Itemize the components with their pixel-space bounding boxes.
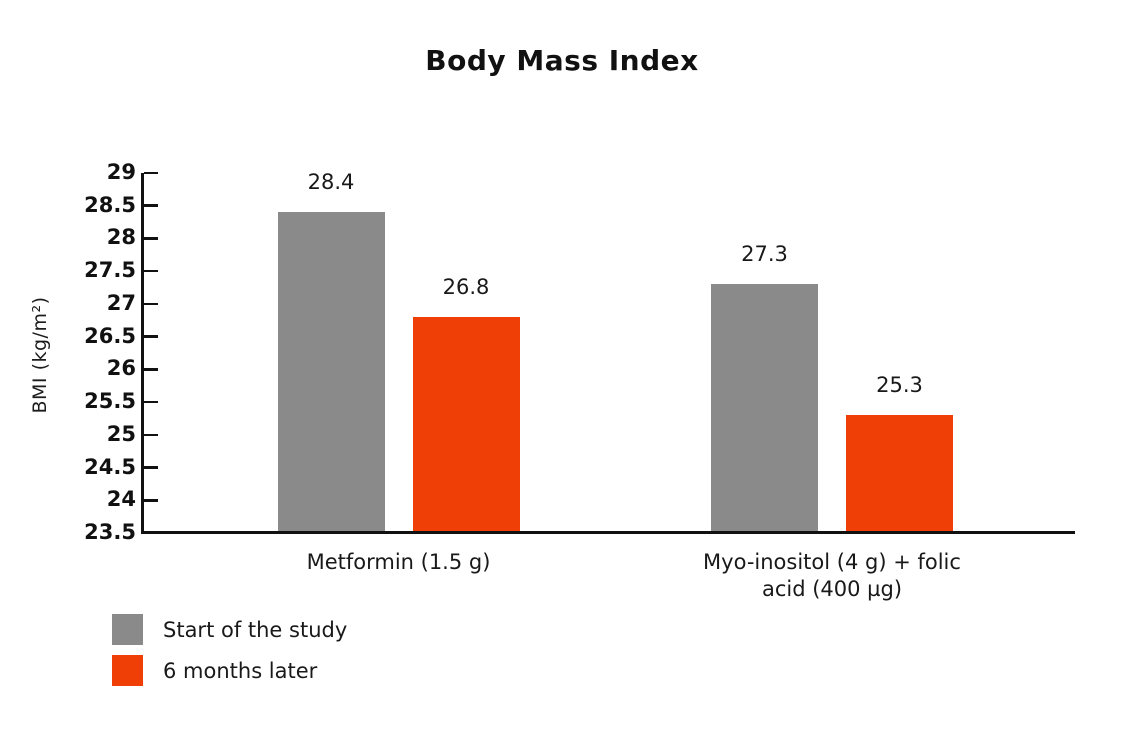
y-tick-mark <box>144 466 158 469</box>
bar-6-months-later-myo-inositol-folic-acid <box>846 415 953 533</box>
bar-6-months-later-metformin <box>412 317 520 533</box>
y-tick-label: 29 <box>106 160 136 184</box>
y-tick-label: 27.5 <box>84 258 136 283</box>
bar-value-label: 27.3 <box>741 242 788 267</box>
y-tick-mark <box>144 400 158 404</box>
y-tick-label: 24 <box>106 487 136 512</box>
y-tick-label: 27 <box>106 290 136 315</box>
legend-item: 6 months later <box>112 655 347 686</box>
bar-start-of-study-myo-inositol-folic-acid <box>711 284 818 533</box>
y-tick-mark <box>144 302 158 306</box>
y-tick-mark <box>144 499 158 502</box>
y-tick-mark <box>144 368 158 371</box>
y-tick-mark <box>144 269 158 273</box>
x-category-label-myo-inositol-folic-acid: Myo-inositol (4 g) + folic acid (400 µg) <box>703 550 961 601</box>
legend-label: Start of the study <box>163 617 348 642</box>
y-tick-label: 28 <box>106 225 136 250</box>
y-tick-mark <box>144 433 158 437</box>
x-category-label-metformin: Metformin (1.5 g) <box>306 550 491 574</box>
y-tick-label: 25 <box>106 421 136 446</box>
y-tick-label: 25.5 <box>84 389 136 414</box>
x-axis-line <box>141 531 1075 534</box>
legend-swatch-gray <box>112 614 143 645</box>
y-tick-label: 24.5 <box>84 454 136 479</box>
y-tick-label: 23.5 <box>84 520 136 544</box>
legend: Start of the study 6 months later <box>112 614 347 696</box>
y-tick-mark <box>144 171 158 175</box>
chart-title: Body Mass Index <box>425 44 699 77</box>
bar-value-label: 28.4 <box>307 170 355 195</box>
y-tick-mark <box>144 204 158 207</box>
legend-swatch-orange <box>112 655 143 686</box>
bar-start-of-study-metformin <box>277 212 385 533</box>
bar-value-label: 25.3 <box>876 373 923 398</box>
y-tick-label: 26.5 <box>84 323 136 348</box>
bar-value-label: 26.8 <box>442 275 490 299</box>
y-tick-label: 28.5 <box>84 192 136 217</box>
legend-item: Start of the study <box>112 614 347 645</box>
legend-label: 6 months later <box>163 658 318 683</box>
y-tick-label: 26 <box>106 356 136 381</box>
y-tick-mark <box>144 237 158 240</box>
y-tick-mark <box>144 335 158 338</box>
y-axis-line <box>141 173 144 534</box>
